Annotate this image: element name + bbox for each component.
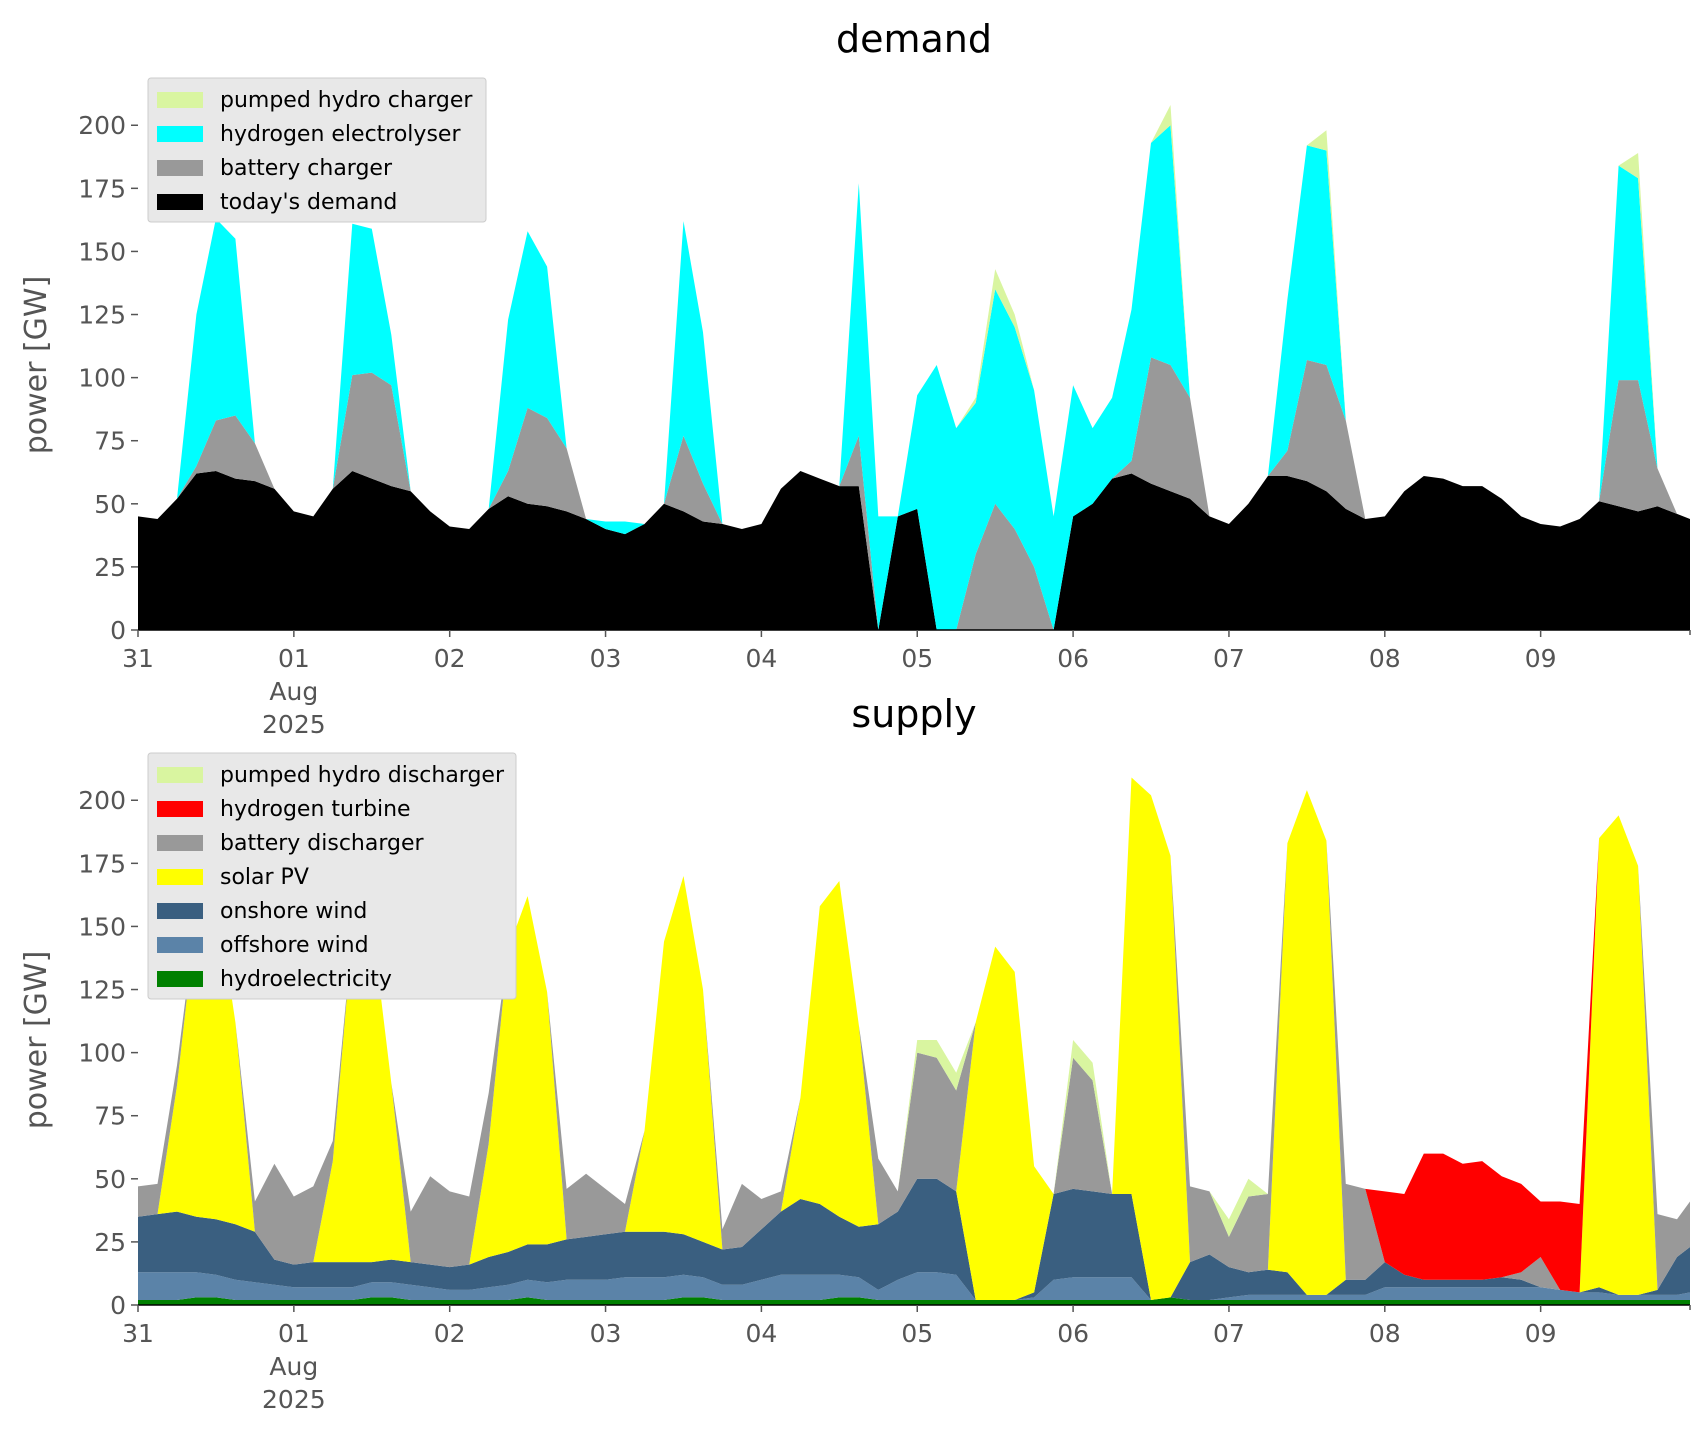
demand-chart: 0 25 50 75 100 125 150 175 200 31 01 Aug 2025 02 03 04 0… <box>19 17 1691 739</box>
x-tick-label: 01 <box>278 1319 310 1348</box>
y-tick-label: 125 <box>78 976 126 1005</box>
legend-label-today-s-demand: today's demand <box>220 190 397 215</box>
area-hydrogen-turbine <box>138 777 1690 1293</box>
y-tick-label: 50 <box>94 1165 126 1194</box>
area-hydrogen-electrolyser <box>138 125 1690 630</box>
x-tick-label: 03 <box>590 644 622 673</box>
y-tick-label: 0 <box>110 616 126 645</box>
x-tick-label: 04 <box>745 1319 777 1348</box>
x-tick-label: 06 <box>1057 1319 1089 1348</box>
x-tick-sublabel: Aug <box>269 1352 318 1381</box>
x-tick-label: 02 <box>434 1319 466 1348</box>
legend-label-battery-discharger: battery discharger <box>220 831 425 856</box>
series-areas <box>138 105 1690 630</box>
legend-label-pumped-hydro-charger: pumped hydro charger <box>220 88 473 113</box>
legend: pumped hydro discharger hydrogen turbine b… <box>147 752 517 1000</box>
area-offshore-wind <box>138 1272 1690 1300</box>
legend-label-onshore-wind: onshore wind <box>220 899 367 924</box>
legend-swatch-battery-charger <box>157 160 203 176</box>
legend-label-solar-pv: solar PV <box>220 865 309 890</box>
x-tick-label: 09 <box>1525 644 1557 673</box>
legend-swatch-offshore-wind <box>157 937 203 953</box>
legend-swatch-solar-pv <box>157 869 203 885</box>
legend-label-hydrogen-electrolyser: hydrogen electrolyser <box>220 122 461 147</box>
y-tick-label: 100 <box>78 364 126 393</box>
x-tick-sublabel: 2025 <box>262 710 326 739</box>
x-tick-label: 31 <box>122 644 154 673</box>
legend-swatch-pumped-hydro-discharger <box>157 767 203 783</box>
y-axis-label: power [GW] <box>19 951 54 1130</box>
x-tick-label: 07 <box>1213 1319 1245 1348</box>
legend-label-battery-charger: battery charger <box>220 156 393 181</box>
legend-label-offshore-wind: offshore wind <box>220 933 369 958</box>
y-axis-label: power [GW] <box>19 276 54 455</box>
y-tick-label: 75 <box>94 427 126 456</box>
y-tick-label: 25 <box>94 553 126 582</box>
y-tick-label: 125 <box>78 301 126 330</box>
legend-swatch-onshore-wind <box>157 903 203 919</box>
chart-title: supply <box>851 692 976 736</box>
legend-swatch-pumped-hydro-charger <box>157 92 203 108</box>
x-tick-label: 08 <box>1369 1319 1401 1348</box>
x-tick-label: 05 <box>901 644 933 673</box>
area-battery-charger <box>138 357 1690 630</box>
x-tick-label: 09 <box>1525 1319 1557 1348</box>
area-battery-discharger <box>138 777 1690 1293</box>
x-tick-sublabel: Aug <box>269 677 318 706</box>
y-tick-label: 175 <box>78 174 126 203</box>
y-tick-label: 200 <box>78 786 126 815</box>
x-tick-label: 07 <box>1213 644 1245 673</box>
y-tick-label: 100 <box>78 1039 126 1068</box>
x-tick-label: 06 <box>1057 644 1089 673</box>
legend-label-hydroelectricity: hydroelectricity <box>220 967 392 992</box>
legend-swatch-hydroelectricity <box>157 971 203 987</box>
legend-swatch-hydrogen-turbine <box>157 801 203 817</box>
x-tick-label: 08 <box>1369 644 1401 673</box>
area-today-s-demand <box>138 471 1690 630</box>
series-areas <box>138 777 1690 1305</box>
legend-label-hydrogen-turbine: hydrogen turbine <box>220 797 411 822</box>
x-tick-label: 31 <box>122 1319 154 1348</box>
area-hydroelectricity <box>138 1297 1690 1305</box>
y-tick-label: 75 <box>94 1102 126 1131</box>
supply-chart: 0 25 50 75 100 125 150 175 200 31 01 Aug 2025 02 03 04 0… <box>19 692 1691 1414</box>
y-tick-label: 175 <box>78 849 126 878</box>
legend-swatch-hydrogen-electrolyser <box>157 126 203 142</box>
area-onshore-wind <box>138 1178 1690 1300</box>
area-solar-pv <box>138 777 1690 1300</box>
x-tick-label: 02 <box>434 644 466 673</box>
chart-title: demand <box>836 17 992 61</box>
legend-box <box>147 752 517 1000</box>
y-tick-label: 50 <box>94 490 126 519</box>
legend-swatch-today-s-demand <box>157 194 203 210</box>
y-tick-label: 0 <box>110 1291 126 1320</box>
x-tick-label: 01 <box>278 644 310 673</box>
y-tick-label: 25 <box>94 1228 126 1257</box>
legend: pumped hydro charger hydrogen electrolyse… <box>147 77 487 223</box>
legend-box <box>147 77 487 223</box>
x-tick-label: 05 <box>901 1319 933 1348</box>
y-tick-label: 150 <box>78 237 126 266</box>
legend-swatch-battery-discharger <box>157 835 203 851</box>
y-tick-label: 150 <box>78 912 126 941</box>
x-tick-label: 03 <box>590 1319 622 1348</box>
legend-label-pumped-hydro-discharger: pumped hydro discharger <box>220 763 505 788</box>
x-tick-sublabel: 2025 <box>262 1385 326 1414</box>
y-tick-label: 200 <box>78 111 126 140</box>
x-tick-label: 04 <box>745 644 777 673</box>
